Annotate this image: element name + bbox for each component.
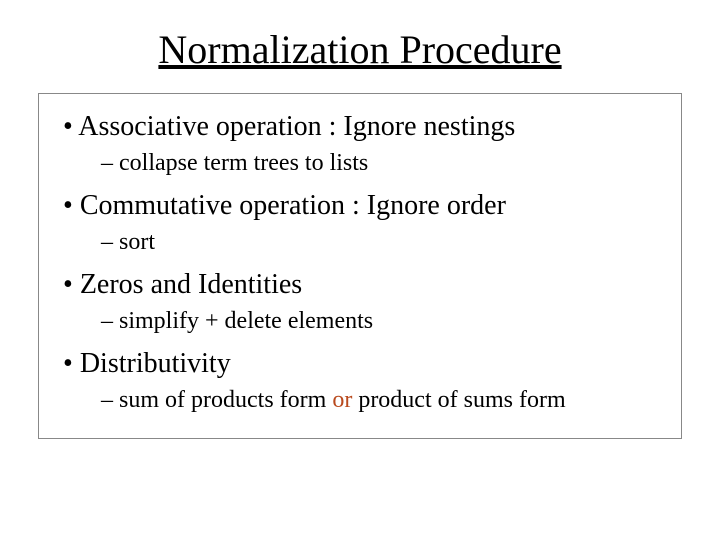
- bullet-text: Commutative operation : Ignore order: [80, 190, 506, 221]
- bullet-text: Associative operation : Ignore nestings: [78, 111, 515, 142]
- subbullet-post: product of sums form: [352, 387, 565, 413]
- bullet-zeros: Zeros and Identities: [57, 266, 663, 304]
- subbullet-sort: sort: [57, 227, 663, 258]
- bullet-text: Zeros and Identities: [80, 269, 302, 300]
- subbullet-accent: or: [332, 387, 352, 413]
- slide: Normalization Procedure Associative oper…: [0, 26, 720, 540]
- bullet-commutative: Commutative operation : Ignore order: [57, 187, 663, 225]
- subbullet-sop-pos: sum of products form or product of sums …: [57, 385, 663, 416]
- subbullet-text: sort: [119, 229, 155, 255]
- bullet-text: Distributivity: [80, 348, 231, 379]
- subbullet-simplify: simplify + delete elements: [57, 306, 663, 337]
- subbullet-text: collapse term trees to lists: [119, 150, 368, 176]
- subbullet-collapse: collapse term trees to lists: [57, 148, 663, 179]
- subbullet-pre: sum of products form: [119, 387, 332, 413]
- bullet-distributivity: Distributivity: [57, 345, 663, 383]
- content-box: Associative operation : Ignore nestings …: [38, 93, 682, 439]
- slide-title: Normalization Procedure: [0, 26, 720, 73]
- bullet-associative: Associative operation : Ignore nestings: [57, 108, 663, 146]
- subbullet-text: simplify + delete elements: [119, 308, 373, 334]
